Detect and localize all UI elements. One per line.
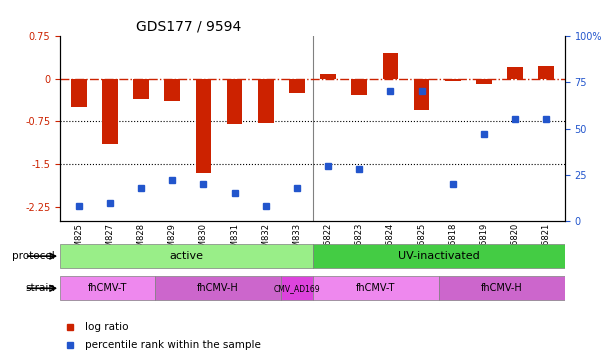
- Text: percentile rank within the sample: percentile rank within the sample: [85, 340, 261, 351]
- Text: log ratio: log ratio: [85, 322, 129, 332]
- FancyBboxPatch shape: [60, 276, 155, 300]
- Text: protocol: protocol: [12, 251, 55, 261]
- Bar: [476, 79, 492, 84]
- FancyBboxPatch shape: [439, 276, 565, 300]
- Text: fhCMV-H: fhCMV-H: [197, 283, 239, 293]
- Bar: [196, 79, 211, 173]
- Bar: [289, 79, 305, 93]
- Bar: [227, 79, 242, 124]
- Bar: [165, 79, 180, 101]
- Text: UV-inactivated: UV-inactivated: [398, 251, 480, 261]
- Bar: [445, 79, 460, 81]
- Text: active: active: [169, 251, 203, 261]
- FancyBboxPatch shape: [60, 244, 313, 268]
- Bar: [320, 74, 336, 79]
- FancyBboxPatch shape: [155, 276, 281, 300]
- Bar: [383, 53, 398, 79]
- Bar: [507, 67, 523, 79]
- Bar: [71, 79, 87, 107]
- Bar: [102, 79, 118, 144]
- Text: GDS177 / 9594: GDS177 / 9594: [136, 19, 241, 33]
- Bar: [352, 79, 367, 95]
- Text: strain: strain: [25, 283, 55, 293]
- Text: CMV_AD169: CMV_AD169: [273, 284, 320, 293]
- Bar: [414, 79, 429, 110]
- Text: fhCMV-T: fhCMV-T: [88, 283, 127, 293]
- FancyBboxPatch shape: [281, 276, 313, 300]
- Bar: [538, 66, 554, 79]
- Bar: [258, 79, 273, 123]
- Text: fhCMV-T: fhCMV-T: [356, 283, 395, 293]
- Bar: [133, 79, 149, 99]
- FancyBboxPatch shape: [313, 276, 439, 300]
- FancyBboxPatch shape: [313, 244, 565, 268]
- Text: fhCMV-H: fhCMV-H: [481, 283, 523, 293]
